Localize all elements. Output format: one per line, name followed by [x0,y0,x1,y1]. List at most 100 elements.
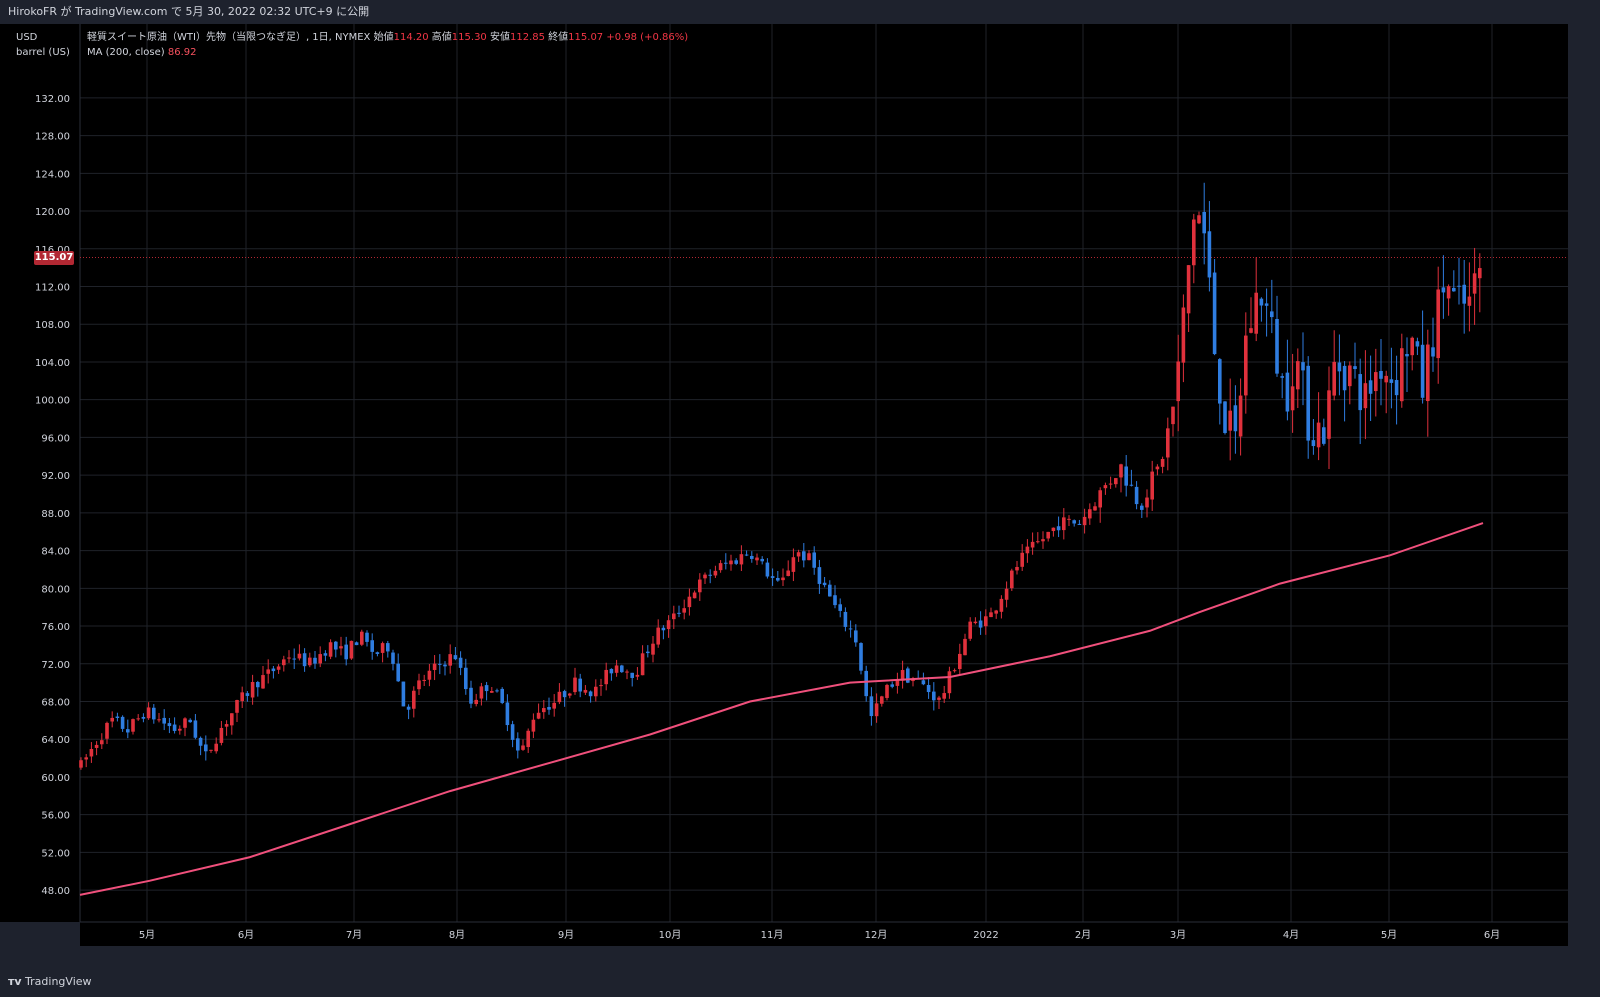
candle-body [1223,401,1227,433]
candle-body [1186,265,1191,314]
tradingview-logo-icon[interactable]: ᴛᴠ [8,975,22,988]
candle-body [1176,361,1180,402]
candle-body [859,643,863,671]
candle-body [1051,527,1056,532]
candle-body [1124,466,1128,486]
candle-body [1129,484,1134,486]
candle-body [1290,386,1295,411]
candle-body [521,745,525,750]
high-label: 高値 [431,32,452,43]
candle-body [1181,307,1186,363]
candle-body [1192,219,1196,266]
candle-body [1337,362,1342,372]
candle-body [646,651,650,654]
candle-body [1238,395,1243,437]
candle-body [864,670,868,697]
candle-body [807,553,811,561]
candle-body [391,652,395,664]
candle-body [245,693,250,696]
y-tick-label: 132.00 [35,94,70,105]
candle-body [1212,272,1217,355]
unit-label: barrel (US) [16,47,70,58]
y-tick-label: 124.00 [35,169,70,180]
candle-body [1379,370,1383,379]
candle-body [250,681,255,698]
candle-body [1285,372,1290,412]
brand-name: TradingView [25,975,92,988]
candle-body [568,693,572,696]
candle-body [536,712,541,719]
candle-body [282,659,286,666]
candle-body [718,563,723,571]
candle-body [193,720,198,738]
candle-body [1452,287,1456,292]
open-value: 114.20 [393,32,429,43]
price-chart[interactable]: 132.00 128.00 124.00 120.00 116.00 112.00 108.… [0,24,1568,966]
symbol-title: 軽質スイート原油（WTI）先物（当限つなぎ足）, 1日, NYMEX [87,32,371,43]
candle-body [167,723,172,727]
time-axis-background [80,922,1568,946]
x-tick-label: 6月 [1484,929,1500,941]
candle-body [1270,311,1274,318]
candle-body [1368,380,1373,394]
candle-body [1322,427,1326,444]
candle-body [375,652,380,654]
y-tick-label: 100.00 [35,396,70,407]
candle-body [349,640,354,659]
candle-body [1457,285,1461,287]
candle-body [1332,361,1336,396]
x-tick-label: 12月 [865,929,888,941]
candle-body [1046,531,1050,539]
candle-body [1145,497,1149,508]
candle-body [984,616,988,627]
candle-body [292,658,296,660]
ma-value: 86.92 [167,47,197,58]
candle-body [583,689,588,693]
candle-body [880,696,884,704]
candle-body [599,685,603,687]
candle-body [1233,405,1238,432]
price-units: USD barrel (US) [16,30,70,60]
chart-area[interactable]: 132.00 128.00 124.00 120.00 116.00 112.00 108.… [0,24,1588,966]
candle-body [791,557,796,572]
candle-body [874,703,879,717]
candle-body [110,717,114,722]
candle-body [464,667,468,690]
candle-body [490,691,494,693]
candle-body [1358,374,1362,411]
candle-body [703,574,707,579]
candle-body [526,730,530,748]
candle-body [942,693,946,699]
candle-body [1342,365,1347,391]
candle-body [458,657,463,668]
candle-body [432,663,437,670]
candle-body [271,668,276,672]
candle-body [822,582,827,586]
candle-body [131,719,135,732]
candle-body [900,670,905,681]
candle-body [999,598,1004,612]
candle-body [635,674,640,677]
candle-body [828,584,832,597]
candle-body [1394,380,1399,396]
candle-body [183,718,187,728]
candle-body [542,708,546,713]
candle-body [760,558,764,562]
candle-body [318,654,322,664]
candle-body [744,554,749,556]
candle-body [1228,410,1232,431]
candle-body [947,671,952,694]
ma-legend-row: MA (200, close) 86.92 [87,45,688,60]
candle-body [1254,292,1258,334]
candle-body [105,722,109,739]
candle-body [1316,422,1321,448]
candle-body [412,690,416,709]
candle-body [994,610,998,614]
candle-body [812,552,816,568]
candle-body [1062,517,1066,531]
plot-background [80,24,1568,922]
candle-body [443,664,447,667]
candle-body [958,653,962,670]
y-tick-label: 120.00 [35,207,70,218]
candle-body [240,692,244,702]
